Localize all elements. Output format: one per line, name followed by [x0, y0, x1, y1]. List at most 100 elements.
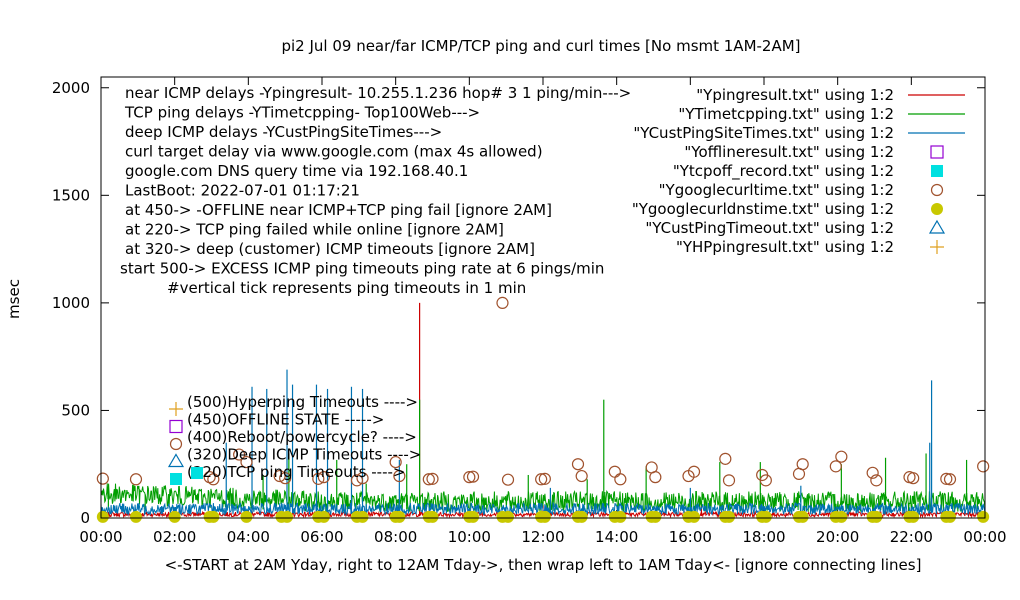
series-6-point	[281, 510, 294, 523]
series-6-point	[129, 510, 142, 523]
info-line: deep ICMP delays -YCustPingSiteTimes--->	[125, 123, 442, 141]
series-6-point	[96, 510, 109, 523]
series-5-point	[496, 296, 509, 309]
series-5-point	[426, 472, 439, 485]
series-5-point	[722, 474, 736, 487]
series-5-point	[317, 471, 330, 484]
annotation-marker	[169, 437, 183, 451]
series-6-point	[467, 510, 480, 523]
series-5-point	[501, 473, 515, 486]
chart-title: pi2 Jul 09 near/far ICMP/TCP ping and cu…	[281, 37, 800, 55]
legend-swatch	[931, 203, 943, 215]
info-line: at 220-> TCP ping failed while online [i…	[125, 221, 504, 239]
x-tick-label: 06:00	[300, 528, 343, 546]
series-5-point	[835, 450, 848, 463]
annotation-label: (400)Reboot/powercycle? ---->	[187, 428, 417, 446]
series-5-point	[279, 472, 292, 485]
x-tick-label: 16:00	[669, 528, 712, 546]
series-5-point	[907, 472, 920, 485]
legend-swatch	[930, 240, 944, 254]
x-tick-label: 14:00	[595, 528, 638, 546]
series-5-point	[535, 473, 548, 486]
annotation-marker	[167, 453, 185, 468]
series-5-point	[312, 472, 325, 485]
info-line: near ICMP delays -Ypingresult- 10.255.1.…	[125, 84, 631, 102]
info-text-block: near ICMP delays -Ypingresult- 10.255.1.…	[120, 84, 631, 297]
legend-swatch	[928, 219, 946, 234]
series-6-point	[907, 510, 920, 523]
series-5-point	[350, 474, 364, 487]
series-6-point	[538, 510, 551, 523]
series-6-point	[502, 510, 515, 523]
series-5-point	[943, 473, 957, 486]
x-tick-label: 22:00	[890, 528, 933, 546]
annotation-marker	[170, 473, 182, 485]
info-line: google.com DNS query time via 192.168.40…	[125, 162, 468, 180]
legend: "Ypingresult.txt" using 1:2"YTimetcpping…	[632, 86, 965, 256]
series-6-point	[168, 510, 181, 523]
series-6-point	[649, 510, 662, 523]
legend-label: "YCustPingSiteTimes.txt" using 1:2	[633, 124, 894, 142]
tick-labels: 00:00 02:00 04:00 06:00 08:00 10:00 12:00 14:00…	[52, 79, 1007, 546]
series-5-point	[389, 455, 402, 469]
plot-frame	[100, 76, 986, 519]
legend-label: "Ygooglecurldnstime.txt" using 1:2	[632, 200, 894, 218]
legend-label: "Ytcpoff_record.txt" using 1:2	[673, 162, 894, 181]
series-6-point	[759, 510, 772, 523]
info-line: curl target delay via www.google.com (ma…	[125, 143, 543, 161]
x-axis-label: <-START at 2AM Yday, right to 12AM Tday-…	[165, 556, 922, 574]
series-5-point	[422, 473, 435, 486]
series-6-point	[944, 510, 957, 523]
series-5-point	[463, 471, 476, 484]
series-6-point	[688, 510, 701, 523]
series-5-point	[571, 458, 585, 471]
legend-swatch	[930, 145, 944, 159]
y-tick-label: 1000	[52, 294, 90, 312]
info-line: TCP ping delays -YTimetcpping- Top100Web…	[124, 104, 480, 122]
annotation-label: (500)Hyperping Timeouts ---->	[187, 393, 418, 411]
points-layer	[96, 296, 990, 523]
series-2-line	[100, 501, 986, 517]
annotation-label: (320)Deep ICMP Timeouts ---->	[187, 446, 421, 464]
x-tick-label: 00:00	[79, 528, 122, 546]
series-5-point	[273, 469, 286, 483]
series-5-point	[829, 460, 842, 473]
series-6-point	[977, 510, 990, 523]
series-5-point	[129, 473, 143, 486]
legend-label: "Ygooglecurltime.txt" using 1:2	[659, 181, 894, 199]
series-6-point	[207, 510, 220, 523]
series-6-point	[393, 510, 406, 523]
legend-swatch	[931, 165, 943, 177]
series-6-point	[426, 510, 439, 523]
series-5-point	[796, 458, 809, 471]
series-1-line	[100, 483, 986, 514]
series-5-point	[870, 474, 883, 487]
x-tick-label: 20:00	[816, 528, 859, 546]
x-tick-label: 02:00	[153, 528, 196, 546]
series-6-point	[575, 510, 588, 523]
series-6-point	[614, 510, 627, 523]
info-line: start 500-> EXCESS ICMP ping timeouts pi…	[120, 260, 604, 278]
legend-label: "YCustPingTimeout.txt" using 1:2	[645, 219, 894, 237]
annotation-marker-extra	[191, 467, 203, 479]
series-5-point	[240, 455, 253, 469]
series-6-point	[796, 510, 809, 523]
series-5-point	[719, 452, 732, 465]
series-6-point	[835, 510, 848, 523]
series-5-point	[759, 474, 772, 487]
series-5-point	[466, 470, 480, 483]
annotation-label: (450)OFFLINE STATE ----->	[187, 411, 384, 429]
annotation-marker	[169, 402, 183, 416]
annotation-block: (500)Hyperping Timeouts ---->(450)OFFLIN…	[167, 393, 421, 485]
series-5-point	[393, 469, 406, 483]
legend-swatch	[930, 183, 944, 197]
series-5-point	[614, 473, 627, 486]
legend-label: "Yofflineresult.txt" using 1:2	[684, 143, 894, 161]
x-tick-label: 12:00	[521, 528, 564, 546]
series-5-point	[940, 472, 953, 485]
y-tick-label: 0	[80, 509, 90, 527]
info-line: at 320-> deep (customer) ICMP timeouts […	[125, 240, 535, 258]
series-5-point	[687, 465, 701, 478]
annotation-marker	[169, 419, 183, 434]
